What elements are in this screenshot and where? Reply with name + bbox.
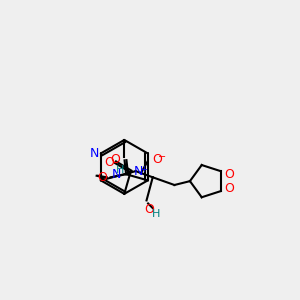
Text: O: O <box>145 203 154 216</box>
Text: O: O <box>105 156 115 169</box>
Text: O: O <box>224 168 234 181</box>
Text: N: N <box>90 147 99 160</box>
Text: O: O <box>224 182 234 194</box>
Text: N: N <box>112 168 122 181</box>
Text: O: O <box>152 154 162 166</box>
Text: O: O <box>97 171 107 184</box>
Text: O: O <box>110 153 120 166</box>
Text: +: + <box>141 165 148 174</box>
Text: H: H <box>152 209 160 219</box>
Text: H: H <box>116 165 124 175</box>
Text: N: N <box>134 165 143 178</box>
Text: −: − <box>158 152 166 162</box>
